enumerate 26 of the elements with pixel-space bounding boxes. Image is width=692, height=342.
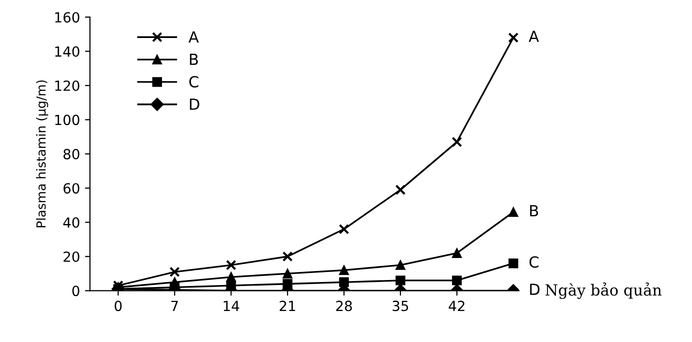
- legend-label: A: [188, 31, 199, 42]
- x-tick-label: 0: [114, 300, 122, 312]
- x-tick-label: 28: [336, 300, 352, 312]
- y-tick-label: 100: [55, 114, 80, 126]
- text: D: [530, 284, 540, 295]
- x-tick-label: 14: [224, 300, 240, 311]
- x-tick-label: 42: [448, 300, 464, 311]
- text: C: [529, 256, 538, 268]
- legend-label: B: [190, 54, 198, 65]
- y-tick-label: 60: [64, 183, 80, 194]
- text: A: [528, 30, 539, 42]
- y-tick-label: 120: [55, 80, 80, 91]
- x-tick-label: 7: [171, 300, 178, 311]
- y-tick-label: 80: [64, 148, 80, 160]
- legend-label: D: [190, 98, 200, 110]
- x-axis-title: Ngày bảo quản: [545, 282, 662, 299]
- y-tick-label: 160: [55, 12, 80, 23]
- x-tick-label: 21: [280, 300, 296, 311]
- y-tick-label: 140: [55, 46, 80, 57]
- text: B: [530, 205, 538, 216]
- y-tick-label: 0: [72, 286, 80, 296]
- legend-label: C: [189, 76, 198, 88]
- y-tick-label: 20: [64, 251, 80, 262]
- y-tick-label: 40: [63, 217, 80, 228]
- x-tick-label: 35: [392, 300, 408, 312]
- y-axis-title: Plasma histamin (µg/m): [36, 80, 48, 228]
